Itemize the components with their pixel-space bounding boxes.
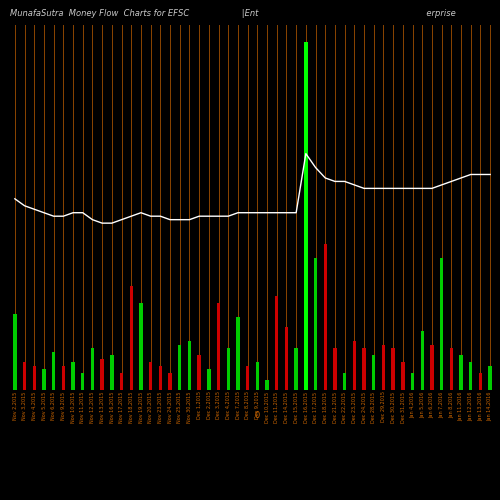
Bar [32,366,36,390]
Bar [450,348,453,390]
Bar [430,345,434,390]
Bar [314,258,317,390]
Bar [23,362,26,390]
Bar [226,348,230,390]
Bar [392,348,395,390]
Bar [188,342,191,390]
Bar [13,314,16,390]
Bar [440,258,444,390]
Bar [411,372,414,390]
Bar [207,369,210,390]
Bar [352,342,356,390]
Bar [382,345,385,390]
Bar [91,348,94,390]
Bar [460,355,462,390]
Bar [236,317,240,390]
Bar [130,286,133,390]
Bar [100,358,104,390]
Bar [198,355,201,390]
Bar [372,355,376,390]
Bar [479,372,482,390]
Bar [81,372,84,390]
Bar [488,366,492,390]
Bar [324,244,327,390]
Bar [42,369,45,390]
Bar [72,362,74,390]
Bar [256,362,259,390]
Bar [304,42,308,390]
Bar [62,366,65,390]
Bar [285,328,288,390]
Bar [149,362,152,390]
Bar [334,348,336,390]
Bar [275,296,278,390]
Bar [401,362,404,390]
Bar [110,355,114,390]
Bar [178,345,182,390]
Bar [246,366,250,390]
Bar [266,380,268,390]
Bar [140,303,142,390]
Text: 0: 0 [254,411,260,420]
Bar [217,303,220,390]
Bar [120,372,123,390]
Bar [294,348,298,390]
Bar [158,366,162,390]
Bar [362,348,366,390]
Bar [420,331,424,390]
Bar [469,362,472,390]
Bar [52,352,56,390]
Bar [343,372,346,390]
Bar [168,372,172,390]
Text: MunafaSutra  Money Flow  Charts for EFSC                    |Ent                : MunafaSutra Money Flow Charts for EFSC |… [10,8,456,18]
